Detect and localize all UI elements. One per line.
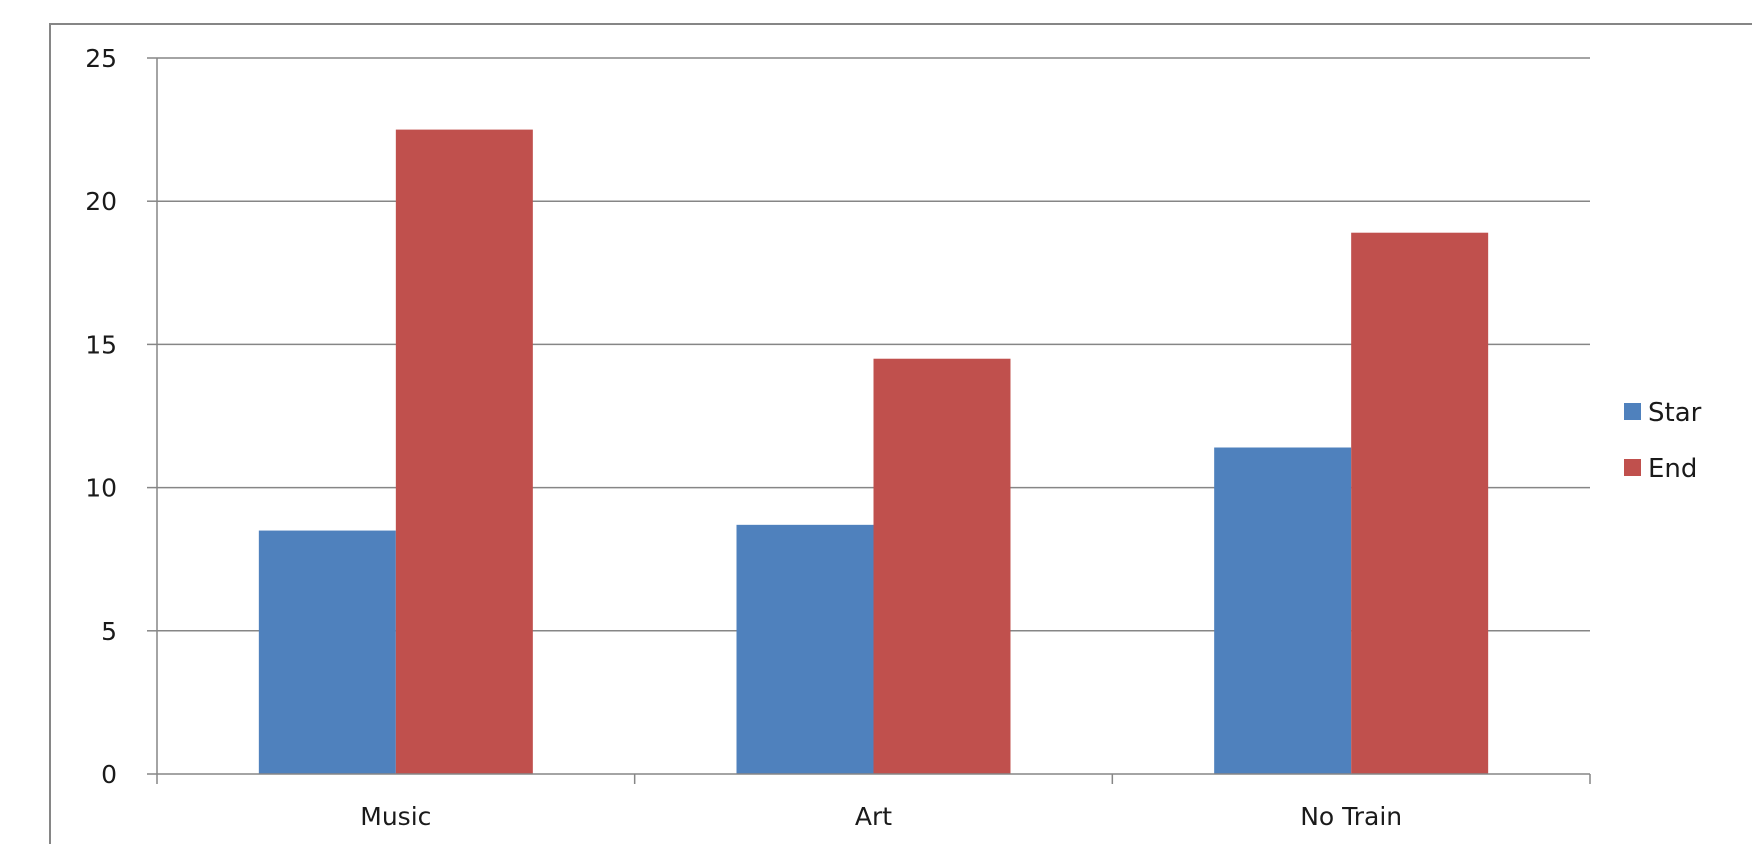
- x-tick-label: Art: [855, 802, 892, 831]
- y-tick-label: 5: [101, 617, 117, 646]
- y-tick-label: 0: [101, 760, 117, 789]
- legend: Star End: [1624, 398, 1702, 484]
- y-tick-label: 25: [85, 44, 117, 73]
- bar-end-art: [873, 358, 1011, 774]
- bar-end-music: [395, 129, 533, 775]
- legend-swatch-end: [1624, 459, 1641, 476]
- y-tick-label: 15: [85, 330, 117, 359]
- axes: 0 5 10 15 20 25 Music Art No Train: [85, 44, 1591, 831]
- legend-label-star: Star: [1648, 398, 1702, 428]
- bars: [258, 129, 1489, 775]
- x-tick-label: No Train: [1300, 802, 1402, 831]
- legend-swatch-star: [1624, 403, 1641, 420]
- bar-end-no-train: [1351, 232, 1489, 775]
- legend-label-end: End: [1648, 454, 1697, 484]
- bar-star-music: [258, 530, 396, 774]
- bar-star-art: [736, 524, 874, 774]
- bar-star-no-train: [1214, 447, 1352, 774]
- x-tick-label: Music: [360, 802, 431, 831]
- y-tick-label: 20: [85, 187, 117, 216]
- y-tick-label: 10: [85, 474, 117, 503]
